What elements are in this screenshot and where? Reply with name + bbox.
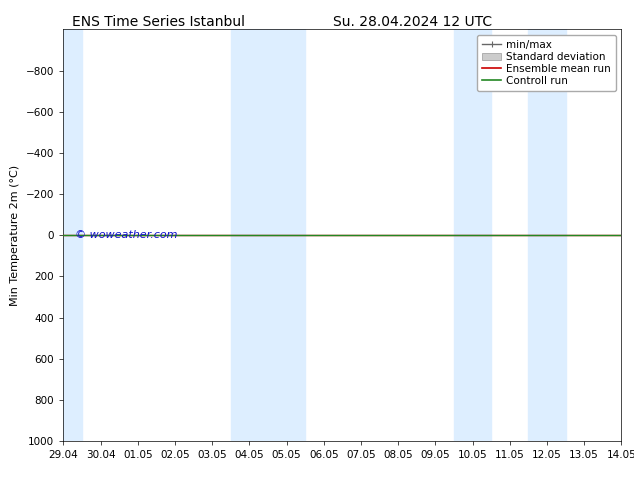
Bar xyxy=(528,29,566,441)
Bar xyxy=(454,29,491,441)
Text: Su. 28.04.2024 12 UTC: Su. 28.04.2024 12 UTC xyxy=(333,15,491,29)
Bar xyxy=(45,29,82,441)
Y-axis label: Min Temperature 2m (°C): Min Temperature 2m (°C) xyxy=(10,165,20,306)
Text: © woweather.com: © woweather.com xyxy=(75,230,177,241)
Text: ENS Time Series Istanbul: ENS Time Series Istanbul xyxy=(72,15,245,29)
Bar xyxy=(231,29,305,441)
Legend: min/max, Standard deviation, Ensemble mean run, Controll run: min/max, Standard deviation, Ensemble me… xyxy=(477,35,616,91)
